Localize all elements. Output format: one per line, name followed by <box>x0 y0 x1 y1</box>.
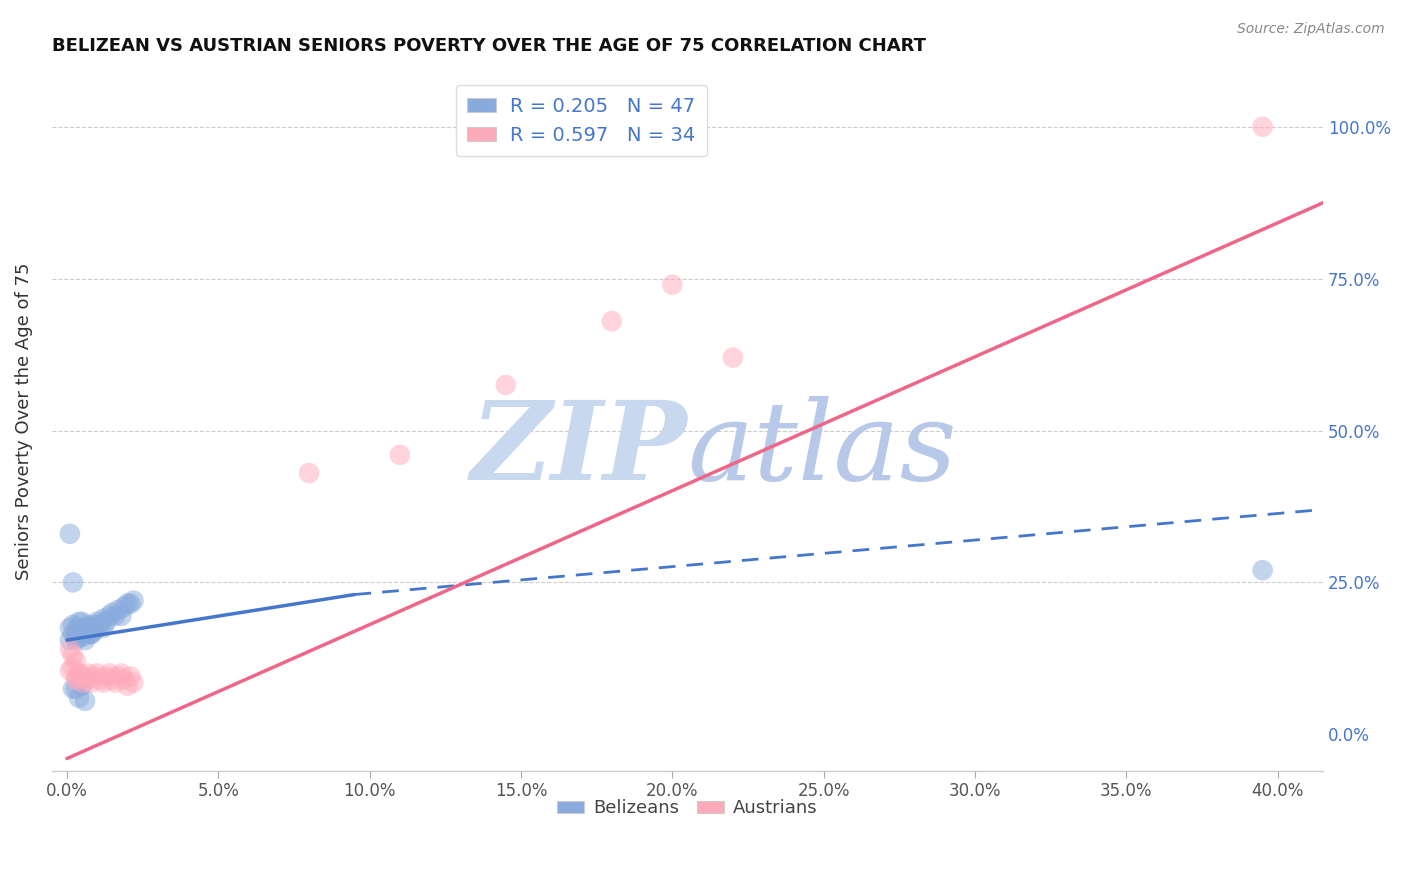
Point <box>77 627 100 641</box>
Point <box>67 666 90 681</box>
Point <box>89 673 111 687</box>
Point <box>65 630 87 644</box>
Point <box>107 603 129 617</box>
Point <box>1251 563 1274 577</box>
Point <box>77 666 100 681</box>
Point <box>98 608 121 623</box>
Point <box>83 669 105 683</box>
Point <box>86 615 108 629</box>
Point <box>70 630 93 644</box>
Point <box>96 615 118 629</box>
Point <box>98 666 121 681</box>
Point <box>120 597 142 611</box>
Point <box>59 633 82 648</box>
Point <box>67 615 90 629</box>
Point <box>122 593 145 607</box>
Point <box>73 694 96 708</box>
Text: ZIP: ZIP <box>471 396 688 503</box>
Point <box>83 624 105 638</box>
Point <box>661 277 683 292</box>
Point <box>73 627 96 641</box>
Point <box>101 606 124 620</box>
Point <box>91 621 114 635</box>
Point <box>59 642 82 657</box>
Point <box>721 351 744 365</box>
Point <box>122 675 145 690</box>
Point <box>101 673 124 687</box>
Point <box>70 675 93 690</box>
Point <box>65 681 87 696</box>
Point <box>117 679 139 693</box>
Point <box>86 666 108 681</box>
Point <box>77 624 100 638</box>
Point <box>89 618 111 632</box>
Point <box>120 669 142 683</box>
Point <box>62 681 84 696</box>
Point <box>62 627 84 641</box>
Point <box>77 618 100 632</box>
Point <box>298 466 321 480</box>
Point <box>388 448 411 462</box>
Point <box>59 621 82 635</box>
Point <box>73 621 96 635</box>
Point <box>91 612 114 626</box>
Point <box>62 575 84 590</box>
Text: Source: ZipAtlas.com: Source: ZipAtlas.com <box>1237 22 1385 37</box>
Point <box>65 624 87 638</box>
Point <box>86 621 108 635</box>
Text: BELIZEAN VS AUSTRIAN SENIORS POVERTY OVER THE AGE OF 75 CORRELATION CHART: BELIZEAN VS AUSTRIAN SENIORS POVERTY OVE… <box>52 37 925 55</box>
Point <box>107 669 129 683</box>
Legend: Belizeans, Austrians: Belizeans, Austrians <box>550 792 825 824</box>
Point <box>65 654 87 668</box>
Point <box>83 618 105 632</box>
Point <box>495 378 517 392</box>
Point <box>96 669 118 683</box>
Point <box>600 314 623 328</box>
Point <box>67 621 90 635</box>
Point <box>70 624 93 638</box>
Point <box>59 526 82 541</box>
Point <box>65 673 87 687</box>
Point <box>80 621 103 635</box>
Point <box>70 679 93 693</box>
Point <box>91 675 114 690</box>
Text: atlas: atlas <box>688 396 957 503</box>
Point <box>104 608 127 623</box>
Point <box>62 618 84 632</box>
Point <box>70 615 93 629</box>
Point <box>110 666 132 681</box>
Point <box>67 630 90 644</box>
Point <box>117 597 139 611</box>
Point <box>77 673 100 687</box>
Point <box>104 675 127 690</box>
Point <box>67 690 90 705</box>
Point <box>59 664 82 678</box>
Point <box>110 608 132 623</box>
Y-axis label: Seniors Poverty Over the Age of 75: Seniors Poverty Over the Age of 75 <box>15 262 32 580</box>
Point <box>80 627 103 641</box>
Point <box>80 675 103 690</box>
Point <box>112 599 135 614</box>
Point <box>65 669 87 683</box>
Point <box>62 648 84 663</box>
Point <box>1251 120 1274 134</box>
Point <box>80 627 103 641</box>
Point <box>62 660 84 674</box>
Point <box>73 669 96 683</box>
Point <box>73 633 96 648</box>
Point <box>65 633 87 648</box>
Point <box>112 673 135 687</box>
